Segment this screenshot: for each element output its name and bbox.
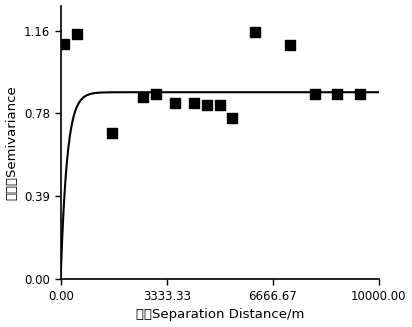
Point <box>140 94 147 99</box>
Point <box>251 30 258 35</box>
Point <box>286 43 293 48</box>
Point <box>312 92 318 97</box>
Point <box>204 102 210 108</box>
Point <box>153 92 159 97</box>
Point <box>73 32 80 37</box>
Point <box>216 102 223 108</box>
Point <box>334 92 341 97</box>
Point <box>61 42 67 47</box>
Point <box>356 92 363 97</box>
Y-axis label: 半方差Semivariance: 半方差Semivariance <box>5 85 19 200</box>
Point <box>229 115 236 121</box>
Point <box>172 100 178 106</box>
Point <box>108 130 115 135</box>
X-axis label: 步长Separation Distance/m: 步长Separation Distance/m <box>136 308 304 321</box>
Point <box>191 100 198 106</box>
